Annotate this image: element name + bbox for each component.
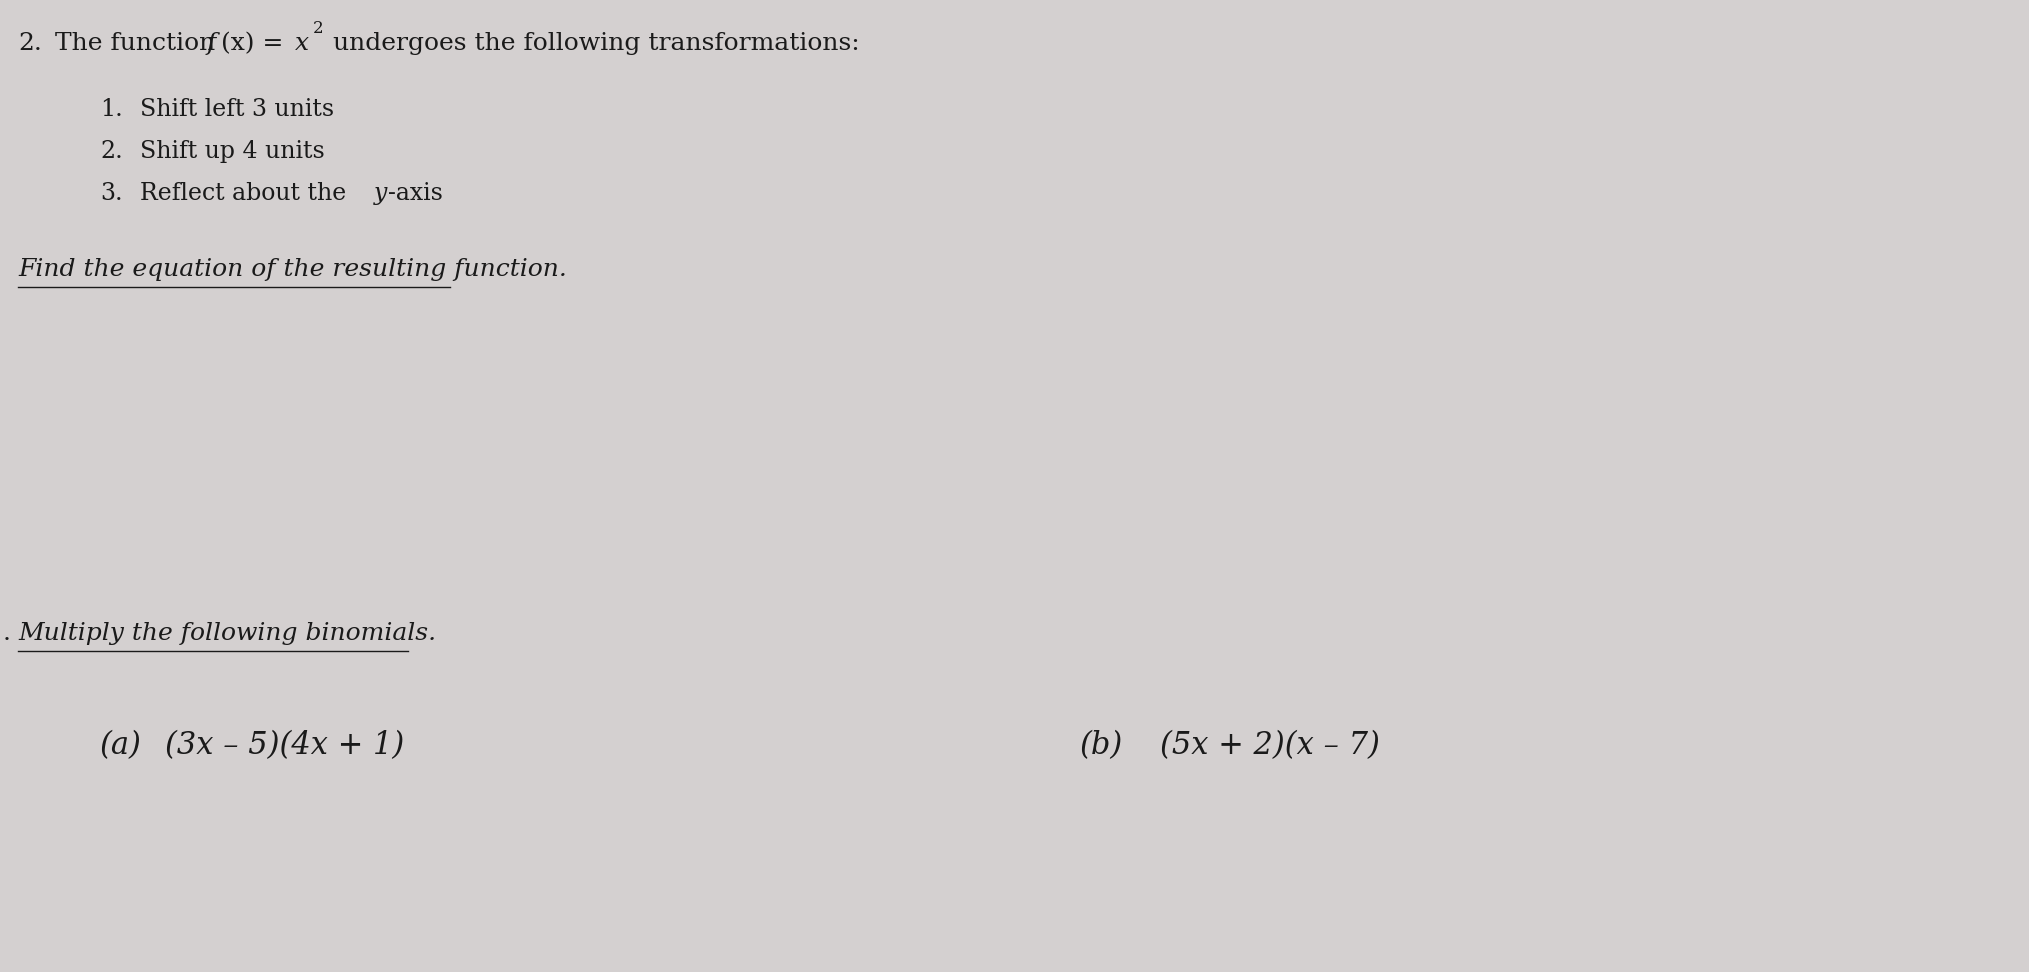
Text: 1.: 1.	[99, 98, 122, 121]
Text: Shift up 4 units: Shift up 4 units	[140, 140, 325, 163]
Text: (3x – 5)(4x + 1): (3x – 5)(4x + 1)	[164, 730, 404, 761]
Text: (a): (a)	[99, 730, 142, 761]
Text: y: y	[373, 182, 388, 205]
Text: Reflect about the: Reflect about the	[140, 182, 353, 205]
Text: 3.: 3.	[99, 182, 122, 205]
Text: .: .	[2, 622, 10, 645]
Text: f: f	[207, 32, 217, 55]
Text: 2: 2	[312, 20, 323, 37]
Text: Multiply the following binomials.: Multiply the following binomials.	[18, 622, 436, 645]
Text: The function: The function	[55, 32, 223, 55]
Text: (5x + 2)(x – 7): (5x + 2)(x – 7)	[1161, 730, 1380, 761]
Text: 2.: 2.	[18, 32, 43, 55]
Text: Find the equation of the resulting function.: Find the equation of the resulting funct…	[18, 258, 566, 281]
Text: Shift left 3 units: Shift left 3 units	[140, 98, 335, 121]
Text: (x) =: (x) =	[221, 32, 292, 55]
Text: -axis: -axis	[388, 182, 442, 205]
Text: 2.: 2.	[99, 140, 122, 163]
Text: (b): (b)	[1079, 730, 1124, 761]
Text: undergoes the following transformations:: undergoes the following transformations:	[325, 32, 860, 55]
Text: x: x	[294, 32, 308, 55]
